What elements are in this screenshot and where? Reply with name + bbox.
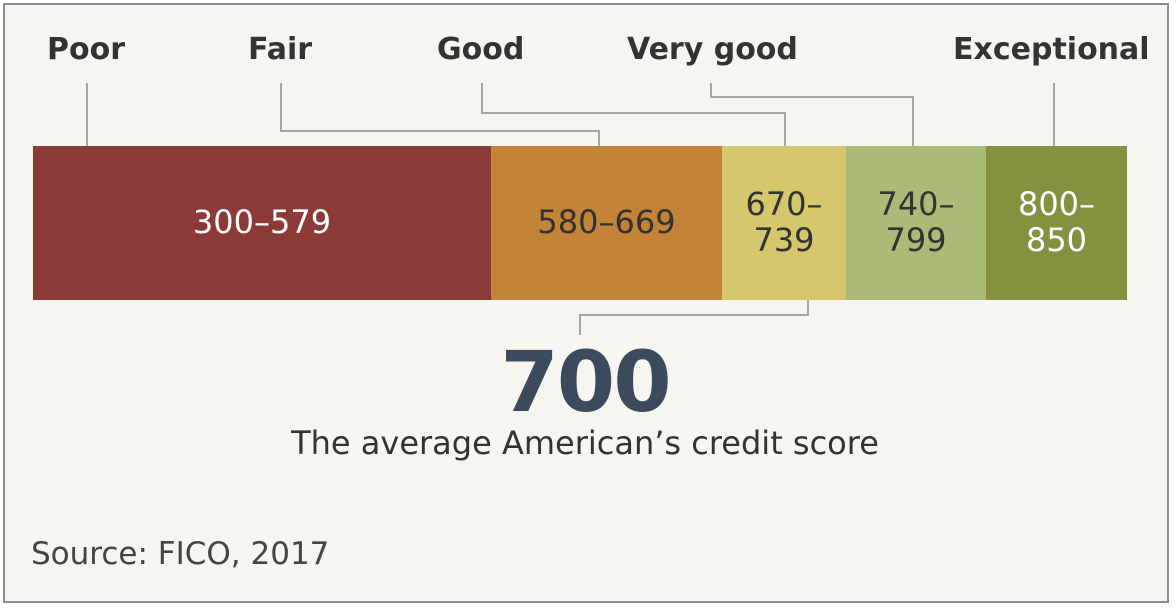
- category-label-poor: Poor: [47, 32, 126, 67]
- bar-segment-exceptional: 800– 850: [986, 146, 1127, 300]
- bar-segment-range-label: 300–579: [192, 203, 332, 242]
- score-range-bar: 300–579 580–669 670– 739 740– 799 800– 850: [33, 146, 1127, 300]
- category-label-exceptional: Exceptional: [953, 32, 1150, 67]
- bar-segment-poor: 300–579: [33, 146, 491, 300]
- bar-segment-good: 670– 739: [722, 146, 846, 300]
- connector-lines: [86, 83, 1055, 335]
- bar-segment-fair: 580–669: [491, 146, 722, 300]
- bar-segment-very-good: 740– 799: [846, 146, 986, 300]
- connector-good: [481, 83, 786, 146]
- connector-fair: [280, 83, 600, 146]
- source-note: Source: FICO, 2017: [31, 536, 330, 572]
- bar-segment-range-label: 670– 739: [745, 185, 823, 259]
- bar-segment-range-label: 800– 850: [1017, 185, 1096, 259]
- category-label-fair: Fair: [248, 32, 313, 67]
- average-score-caption: The average American’s credit score: [291, 424, 879, 462]
- credit-score-chart: Poor Fair Good Very good Exceptional 300…: [3, 3, 1169, 603]
- connector-very-good: [710, 83, 914, 146]
- bar-segment-range-label: 580–669: [537, 203, 676, 242]
- connector-average: [579, 300, 809, 335]
- category-label-good: Good: [437, 32, 525, 67]
- bar-segment-range-label: 740– 799: [877, 185, 955, 259]
- average-score-value: 700: [500, 333, 671, 431]
- category-label-very-good: Very good: [627, 32, 798, 67]
